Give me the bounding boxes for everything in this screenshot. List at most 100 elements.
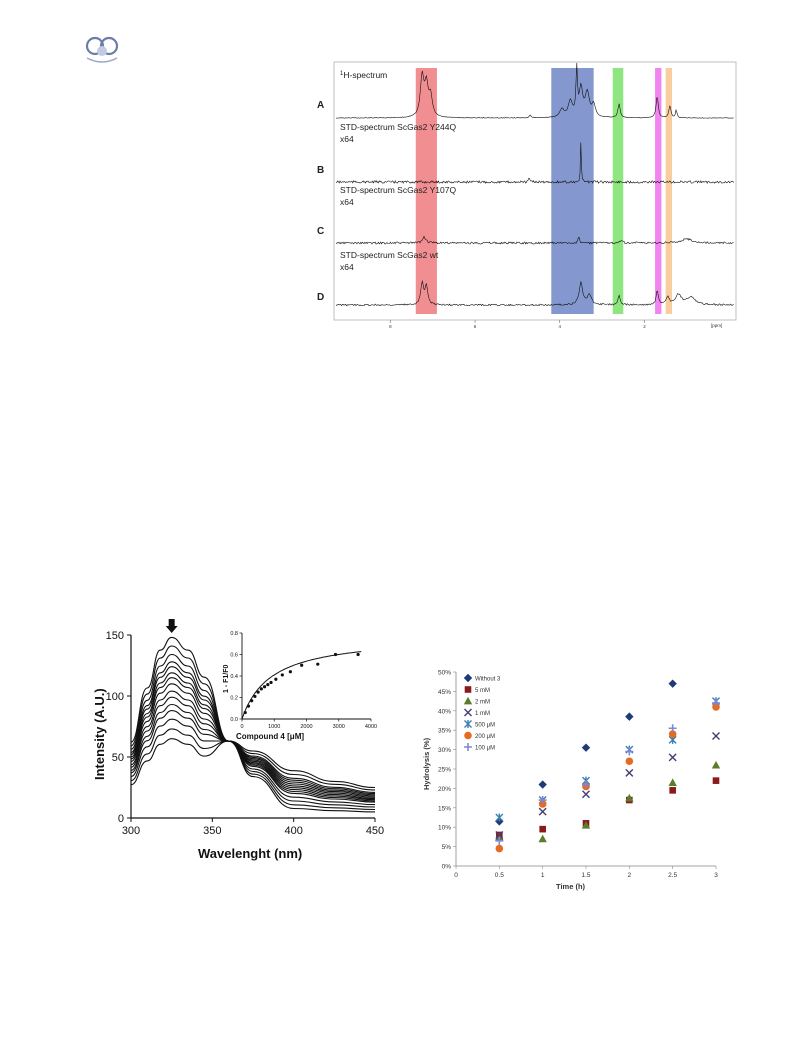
emission-curve (130, 661, 376, 806)
hyd-x-tick-label: 1.5 (581, 872, 590, 879)
hyd-y-axis-label: Hydrolysis (%) (422, 737, 431, 790)
hyd-data-point (538, 796, 547, 805)
hyd-data-point (582, 790, 590, 799)
nmr-trace-line (335, 62, 734, 119)
hyd-y-tick-label: 0% (442, 864, 452, 871)
trace-label: STD-spectrum ScGas2 wt (340, 250, 439, 260)
institution-logo-icon (85, 36, 119, 63)
nmr-band (612, 68, 624, 314)
nmr-labels: A B C D 1H-spectrum STD-spectrum ScGas2 … (317, 70, 456, 303)
hyd-data-point (539, 825, 546, 833)
hydrolysis-chart: 0% 5% 10% 15% 20% 25% 30% 35% 40% 45% 50% 0 0.5 1 1.5 2… (422, 670, 721, 891)
hyd-y-tick-label: 5% (442, 844, 452, 851)
trace-multiplier: x64 (340, 197, 354, 207)
legend-label: 500 μM (475, 723, 495, 729)
inset-x-tick-label: 3000 (333, 724, 345, 730)
legend-label: 5 mM (475, 688, 490, 694)
hyd-data-point (712, 732, 720, 741)
inset-x-tick-label: 4000 (365, 724, 377, 730)
legend-label: 200 μM (475, 734, 495, 740)
emission-curve (130, 672, 376, 802)
hyd-y-tick-label: 15% (438, 805, 451, 812)
nmr-traces (335, 62, 734, 307)
nmr-band (655, 68, 662, 314)
trace-multiplier: x64 (340, 134, 354, 144)
fluo-y-tick-label: 0 (118, 813, 124, 825)
hyd-x-tick-label: 1 (541, 872, 545, 879)
nmr-band (415, 68, 437, 314)
emission-curve (130, 636, 376, 813)
hyd-x-tick-label: 0.5 (495, 872, 504, 879)
inset-y-tick-label: 0.2 (230, 696, 238, 702)
hyd-data-point (495, 836, 504, 845)
hyd-data-point (495, 813, 504, 822)
legend-marker (463, 673, 473, 683)
hyd-x-tick-label: 3 (714, 872, 718, 879)
nmr-x-tick-label: 8 (389, 324, 392, 329)
inset-data-point (262, 685, 267, 689)
fluo-x-tick-label: 350 (203, 825, 221, 837)
hyd-data-point (538, 834, 547, 843)
inset-data-point (274, 677, 278, 681)
emission-curve (130, 653, 376, 808)
emission-curve (130, 703, 376, 796)
legend-marker (464, 708, 472, 717)
hyd-data-point (668, 730, 677, 738)
hyd-y-tick-label: 35% (438, 728, 451, 735)
legend-marker (464, 720, 472, 728)
emission-curve (130, 666, 376, 803)
hyd-data-point (711, 760, 721, 769)
hyd-data-point (668, 724, 677, 733)
nmr-x-tick-label: 2 (643, 324, 646, 329)
fluo-x-tick-label: 400 (284, 825, 302, 837)
inset-data-point (246, 704, 251, 708)
hyd-y-tick-label: 25% (438, 767, 451, 774)
inset-background (232, 627, 379, 739)
inset-data-point (253, 694, 257, 699)
peak-arrow-icon (165, 619, 178, 633)
legend-label: 1 mM (475, 711, 490, 717)
hyd-data-point (625, 757, 634, 766)
emission-curve (130, 645, 376, 811)
inset-data-point (356, 652, 360, 657)
legend-marker (464, 731, 472, 740)
hyd-data-point (712, 777, 720, 784)
nmr-trace-line (335, 235, 734, 245)
hyd-y-tick-label: 10% (438, 825, 451, 832)
nmr-band (551, 68, 594, 314)
emission-curve (130, 728, 376, 791)
hyd-data-point (495, 832, 504, 841)
nmr-trace-line (335, 142, 734, 184)
nmr-x-tick-label: 4 (559, 324, 562, 329)
hyd-data-point (581, 743, 591, 752)
trace-letter: B (317, 165, 324, 176)
hyd-data-point (625, 747, 634, 756)
hyd-data-point (495, 830, 504, 839)
legend-marker (463, 696, 473, 705)
nmr-highlight-bands (415, 68, 672, 314)
inset-data-point (269, 680, 273, 685)
trace-label: STD-spectrum ScGas2 Y244Q (340, 122, 456, 132)
inset-data-point (256, 690, 260, 694)
emission-curve (130, 683, 376, 800)
legend-marker (464, 743, 472, 751)
fluo-x-axis-label: Wavelenght (nm) (198, 846, 302, 861)
legend-label: Without 3 (475, 677, 501, 683)
inset-data-point (300, 663, 304, 667)
hyd-data-point (538, 807, 547, 816)
inset-data-point (288, 670, 292, 674)
hyd-data-point (669, 787, 676, 794)
nmr-x-axis: 8 6 4 2 (389, 320, 646, 329)
hyd-data-point (668, 679, 677, 688)
fluo-y-tick-label: 100 (106, 691, 124, 703)
hyd-data-point (668, 753, 677, 762)
inset-data-point (316, 662, 320, 666)
nmr-x-tick-label: 6 (474, 324, 477, 329)
legend-label: 2 mM (475, 700, 490, 706)
fluo-x-tick-label: 300 (122, 825, 140, 837)
hyd-data-point (538, 780, 547, 789)
hyd-data-point (625, 712, 634, 721)
fluo-x-tick-label: 450 (366, 825, 384, 837)
emission-curve (130, 690, 376, 798)
trace-letter: D (317, 292, 324, 303)
